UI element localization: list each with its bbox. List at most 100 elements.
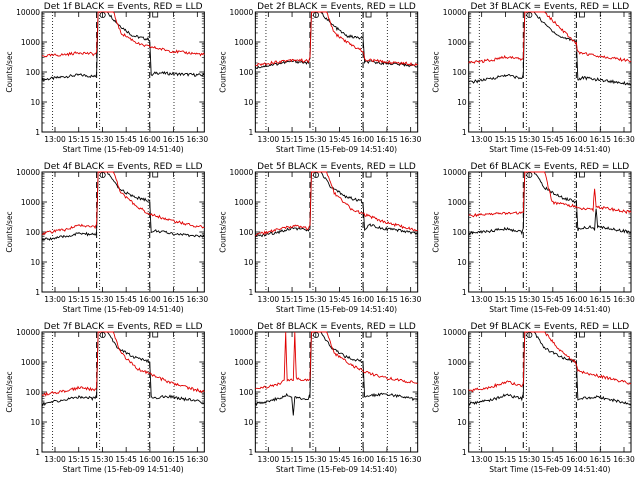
- y-tick-label: 10: [244, 98, 254, 107]
- plot-title: Det 9f BLACK = Events, RED = LLD: [470, 322, 629, 332]
- x-tick-label: 15:45: [542, 455, 564, 464]
- x-tick-label: 15:30: [92, 135, 114, 144]
- top-circle-marker: [99, 11, 106, 18]
- y-tick-label: 1: [249, 128, 254, 137]
- x-tick-label: 16:00: [352, 455, 374, 464]
- x-tick-label: 15:45: [329, 455, 351, 464]
- y-tick-label: 1000: [234, 198, 253, 207]
- x-axis-label: Start Time (15-Feb-09 14:51:40): [63, 305, 184, 314]
- plot-title: Det 2f BLACK = Events, RED = LLD: [257, 2, 416, 12]
- lld-trace: [468, 11, 632, 64]
- top-circle-marker: [526, 171, 533, 178]
- lld-trace: [468, 171, 632, 218]
- top-square-marker: [365, 11, 372, 18]
- x-tick-label: 16:00: [566, 295, 588, 304]
- y-tick-label: 10: [244, 418, 254, 427]
- y-tick-label: 1000: [21, 38, 40, 47]
- x-tick-label: 16:30: [187, 455, 209, 464]
- x-tick-label: 15:30: [305, 455, 327, 464]
- y-tick-label: 1000: [448, 198, 467, 207]
- y-tick-label: 10000: [443, 328, 467, 337]
- x-tick-label: 16:30: [613, 295, 635, 304]
- plot-title: Det 5f BLACK = Events, RED = LLD: [257, 162, 416, 172]
- y-axis-label: Counts/sec: [432, 371, 441, 412]
- x-tick-label: 15:30: [518, 135, 540, 144]
- events-trace: [41, 331, 205, 407]
- y-axis-label: Counts/sec: [5, 51, 14, 92]
- y-axis-label: Counts/sec: [5, 211, 14, 252]
- detector-plot-2: Det 2f BLACK = Events, RED = LLD 1 10 100 10…: [218, 2, 421, 154]
- x-tick-label: 16:15: [376, 135, 398, 144]
- lld-trace: [41, 331, 205, 397]
- lld-trace: [255, 331, 418, 390]
- x-tick-label: 16:30: [400, 295, 422, 304]
- top-square-marker: [578, 171, 585, 178]
- y-tick-label: 100: [452, 228, 467, 237]
- top-circle-marker: [99, 331, 106, 338]
- events-trace: [468, 331, 632, 406]
- y-tick-label: 100: [26, 228, 41, 237]
- plot-title: Det 8f BLACK = Events, RED = LLD: [257, 322, 416, 332]
- y-tick-label: 100: [239, 388, 254, 397]
- y-tick-label: 10: [30, 258, 40, 267]
- events-trace: [254, 11, 419, 70]
- events-trace: [41, 171, 205, 241]
- y-tick-label: 1: [35, 288, 40, 297]
- lld-trace: [468, 331, 632, 393]
- x-axis-label: Start Time (15-Feb-09 14:51:40): [489, 305, 610, 314]
- y-tick-label: 100: [239, 68, 254, 77]
- top-circle-marker: [526, 11, 533, 18]
- y-tick-label: 10000: [229, 168, 253, 177]
- y-tick-label: 1: [35, 128, 40, 137]
- plot-title: Det 6f BLACK = Events, RED = LLD: [470, 162, 629, 172]
- plot-frame: [468, 331, 632, 453]
- top-square-marker: [152, 331, 159, 338]
- x-tick-label: 13:00: [44, 455, 66, 464]
- x-tick-label: 13:00: [44, 135, 66, 144]
- plot-title: Det 4f BLACK = Events, RED = LLD: [44, 162, 203, 172]
- x-tick-label: 16:30: [400, 455, 422, 464]
- plot-frame: [41, 331, 205, 453]
- lld-trace: [41, 171, 205, 236]
- x-tick-label: 13:00: [471, 295, 493, 304]
- x-axis-label: Start Time (15-Feb-09 14:51:40): [276, 465, 397, 474]
- top-square-marker: [365, 331, 372, 338]
- events-trace: [255, 171, 418, 238]
- x-tick-label: 16:00: [352, 295, 374, 304]
- x-tick-label: 15:15: [495, 135, 517, 144]
- x-tick-label: 16:00: [352, 135, 374, 144]
- y-tick-label: 100: [452, 388, 467, 397]
- y-tick-label: 1000: [234, 38, 253, 47]
- y-tick-label: 10000: [16, 8, 40, 17]
- x-tick-label: 15:45: [115, 135, 137, 144]
- x-tick-label: 15:15: [281, 455, 303, 464]
- events-trace: [468, 171, 632, 236]
- x-tick-label: 16:15: [163, 455, 185, 464]
- x-tick-label: 16:30: [187, 135, 209, 144]
- x-tick-label: 16:15: [163, 295, 185, 304]
- y-axis-label: Counts/sec: [432, 51, 441, 92]
- y-tick-label: 1: [462, 288, 467, 297]
- x-tick-label: 16:00: [566, 455, 588, 464]
- y-tick-label: 1: [35, 448, 40, 457]
- y-tick-label: 10000: [443, 168, 467, 177]
- x-tick-label: 16:30: [400, 135, 422, 144]
- x-tick-label: 15:15: [281, 295, 303, 304]
- y-tick-label: 1000: [234, 358, 253, 367]
- y-tick-label: 100: [452, 68, 467, 77]
- x-tick-label: 15:45: [542, 135, 564, 144]
- lld-trace: [255, 171, 418, 237]
- top-circle-marker: [99, 171, 106, 178]
- y-axis-label: Counts/sec: [432, 211, 441, 252]
- detector-plot-5: Det 5f BLACK = Events, RED = LLD 1 10 100 10…: [218, 162, 421, 314]
- x-tick-label: 13:00: [44, 295, 66, 304]
- x-tick-label: 16:15: [589, 455, 611, 464]
- top-square-marker: [152, 171, 159, 178]
- detector-plot-6: Det 6f BLACK = Events, RED = LLD 1 10 100 10…: [432, 162, 635, 314]
- top-square-marker: [365, 171, 372, 178]
- plot-frame: [41, 11, 205, 133]
- y-tick-label: 10000: [229, 328, 253, 337]
- x-tick-label: 16:30: [187, 295, 209, 304]
